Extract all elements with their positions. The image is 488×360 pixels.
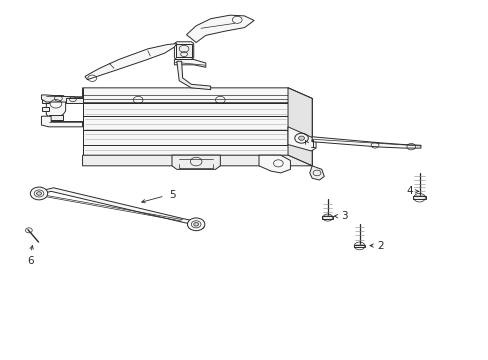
Text: 5: 5	[169, 190, 176, 200]
Polygon shape	[82, 88, 311, 103]
Polygon shape	[174, 42, 193, 61]
Polygon shape	[176, 44, 192, 57]
Polygon shape	[322, 216, 332, 219]
Polygon shape	[42, 107, 49, 111]
Polygon shape	[32, 188, 45, 198]
Polygon shape	[309, 166, 324, 180]
Polygon shape	[172, 155, 220, 169]
Polygon shape	[82, 155, 311, 166]
Polygon shape	[85, 44, 177, 80]
Polygon shape	[33, 188, 201, 226]
Circle shape	[193, 222, 198, 226]
Polygon shape	[287, 88, 311, 166]
Polygon shape	[41, 116, 82, 127]
Polygon shape	[177, 61, 210, 90]
Polygon shape	[353, 244, 365, 247]
Circle shape	[187, 218, 204, 231]
Circle shape	[30, 187, 48, 200]
Polygon shape	[82, 103, 287, 155]
Text: 6: 6	[27, 256, 34, 266]
Polygon shape	[188, 219, 203, 230]
Text: 1: 1	[309, 140, 316, 149]
Polygon shape	[311, 137, 420, 148]
Polygon shape	[65, 99, 82, 103]
Text: 3: 3	[341, 211, 347, 221]
Polygon shape	[186, 15, 254, 42]
Circle shape	[37, 192, 41, 195]
Polygon shape	[46, 96, 65, 117]
Polygon shape	[259, 155, 290, 173]
Polygon shape	[41, 95, 82, 102]
Polygon shape	[49, 116, 63, 120]
Circle shape	[298, 136, 304, 140]
Polygon shape	[174, 59, 205, 67]
Text: 4: 4	[405, 186, 412, 196]
Polygon shape	[287, 127, 315, 151]
Polygon shape	[412, 196, 425, 199]
Polygon shape	[42, 99, 49, 103]
Text: 2: 2	[377, 240, 383, 251]
